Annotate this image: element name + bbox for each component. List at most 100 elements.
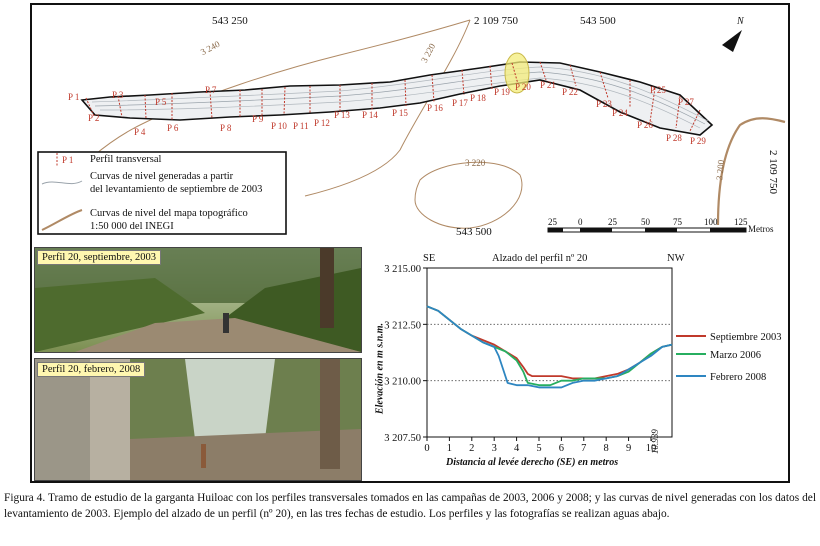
- legend-inegi-text-1: Curvas de nivel del mapa topográfico: [90, 208, 248, 219]
- scale-unit: Metros: [748, 224, 774, 234]
- scale-tick: 25: [608, 217, 617, 227]
- chart-x-tick-label: 1: [447, 443, 452, 454]
- profile-label: P 24: [612, 108, 628, 118]
- channel-outline: [80, 61, 714, 136]
- profile-label: P 14: [362, 110, 378, 120]
- chart-series-group: [426, 305, 673, 389]
- chart-legend: Septiembre 2003 Marzo 2006 Febrero 2008: [676, 332, 781, 383]
- legend-inegi-text-2: 1:50 000 del INEGI: [90, 221, 174, 232]
- photo-profile-20-2003: [34, 247, 362, 353]
- profile-label: P 4: [134, 127, 146, 137]
- legend-profile-text: Perfil transversal: [90, 154, 162, 165]
- chart-legend-label: Febrero 2008: [710, 372, 766, 383]
- profile-label: P 19: [494, 87, 510, 97]
- profile-label: P 8: [220, 123, 232, 133]
- profile-label: P 2: [88, 113, 100, 123]
- scale-tick: 50: [641, 217, 650, 227]
- profile-20-highlight: [504, 52, 530, 94]
- profile-label: P 21: [540, 80, 556, 90]
- coord-top-easting-2: 543 500: [580, 15, 616, 27]
- profile-label: P 16: [427, 103, 443, 113]
- profile-label: P 26: [637, 120, 653, 130]
- profile-label: P 10: [271, 121, 287, 131]
- profile-label: P 17: [452, 98, 468, 108]
- scale-tick: 75: [673, 217, 682, 227]
- profile-label: P 13: [334, 110, 350, 120]
- coord-top-northing: 2 109 750: [474, 15, 518, 27]
- photo-2008-image: [35, 359, 361, 480]
- profile-label: P 3: [112, 90, 124, 100]
- chart-x-ticks: 0 1 2 3 4 5 6 7 8 9 10: [424, 437, 656, 454]
- scale-tick: 25: [548, 217, 557, 227]
- profile-label: P 18: [470, 93, 486, 103]
- chart-x-tick-label: 2: [469, 443, 474, 454]
- profile-label: P 23: [596, 99, 612, 109]
- chart-legend-label: Septiembre 2003: [710, 332, 781, 343]
- chart-y-ticks: 3 215.00 3 212.50 3 210.00 3 207.50: [384, 264, 427, 444]
- profile-label: P 12: [314, 118, 330, 128]
- map-legend-box: [37, 151, 287, 235]
- legend-survey-text-2: del levantamiento de septiembre de 2003: [90, 184, 263, 195]
- coord-bottom-easting: 543 500: [456, 226, 492, 238]
- inegi-contour-3220-loop: [414, 161, 523, 229]
- chart-xlabel: Distancia al levée derecho (SE) en metro…: [446, 457, 619, 468]
- chart-y-tick-label: 3 210.00: [384, 377, 421, 388]
- profile-label: P 7: [205, 85, 217, 95]
- profile-label: P 15: [392, 108, 408, 118]
- photo-caption-2003: Perfil 20, septiembre, 2003: [37, 250, 162, 265]
- north-label: N: [737, 16, 744, 27]
- figure-frame: [30, 3, 790, 483]
- profile-label: P 29: [690, 136, 706, 146]
- chart-x-tick-label: 6: [559, 443, 564, 454]
- legend-survey-text-1: Curvas de nivel generadas a partir: [90, 171, 234, 182]
- inegi-contour-3220-upper: [304, 19, 471, 197]
- profile-label: P 28: [666, 133, 682, 143]
- profile-label: P 25: [650, 85, 666, 95]
- coord-top-easting-1: 543 250: [212, 15, 248, 27]
- chart-title: Alzado del perfil nº 20: [492, 253, 588, 264]
- scale-tick: 125: [734, 217, 748, 227]
- profile-label: P 20: [515, 82, 531, 92]
- figure-caption: Figura 4. Tramo de estudio de la gargant…: [4, 492, 816, 520]
- photo-2003-image: [35, 248, 361, 352]
- chart-x-tick-label: 8: [604, 443, 609, 454]
- chart-right-label: NW: [667, 253, 685, 264]
- profile-label: P 11: [293, 121, 309, 131]
- chart-gridlines: [427, 323, 672, 382]
- chart-x-tick-label: 5: [536, 443, 541, 454]
- scale-bar: [547, 227, 747, 233]
- profile-label: P 22: [562, 87, 578, 97]
- profile-ticks: [85, 61, 701, 132]
- photo-caption-2008: Perfil 20, febrero, 2008: [37, 362, 146, 377]
- chart-series-line: [426, 305, 673, 387]
- chart-left-label: SE: [423, 253, 436, 264]
- profile-label: P 1: [68, 92, 80, 102]
- chart-series-line: [426, 305, 673, 380]
- chart-x-tick-label: 10: [646, 443, 657, 454]
- study-reach-map: [37, 19, 786, 235]
- chart-x-tick-label: 9: [626, 443, 631, 454]
- chart-series-line: [426, 305, 673, 389]
- profile-label: P 9: [252, 114, 264, 124]
- chart-y-tick-label: 3 215.00: [384, 264, 421, 275]
- chart-x-tick-label: 3: [492, 443, 497, 454]
- legend-profile-mark: P 1: [62, 155, 74, 165]
- chart-plot-area: [426, 267, 673, 438]
- chart-y-tick-label: 3 212.50: [384, 320, 421, 331]
- scale-tick: 100: [704, 217, 718, 227]
- north-arrow-icon: [722, 30, 742, 52]
- chart-x-tick-label: 7: [581, 443, 586, 454]
- inegi-contour-3200: [716, 117, 786, 226]
- profile-label: P 6: [167, 123, 179, 133]
- chart-frame-rect: [426, 267, 673, 438]
- contour-label: 3 220: [465, 158, 486, 168]
- chart-legend-label: Marzo 2006: [710, 350, 761, 361]
- chart-x-tick-label: 0: [424, 443, 429, 454]
- chart-x-tick-label: 4: [514, 443, 520, 454]
- chart-y-tick-label: 3 207.50: [384, 433, 421, 444]
- photo-profile-20-2008: [34, 358, 362, 481]
- scale-tick: 0: [578, 217, 583, 227]
- profile-label: P 27: [678, 97, 694, 107]
- profile-label: P 5: [155, 97, 167, 107]
